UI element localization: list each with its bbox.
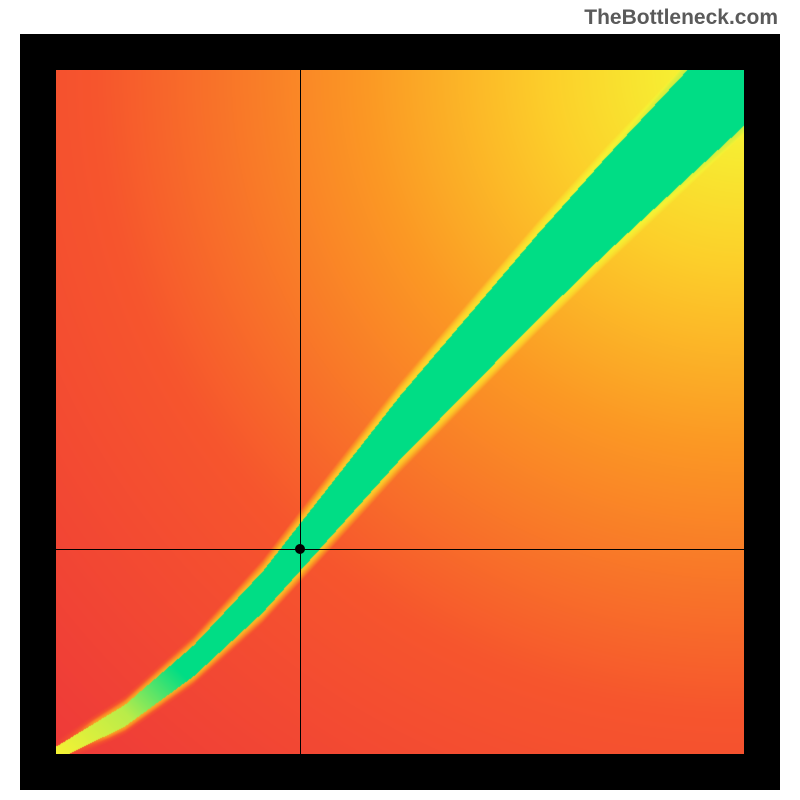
chart-outer-frame <box>20 34 780 790</box>
datapoint-marker <box>295 544 305 554</box>
crosshair-horizontal <box>56 549 744 550</box>
crosshair-vertical <box>300 70 301 754</box>
attribution-text: TheBottleneck.com <box>584 6 778 30</box>
heatmap-plot-area <box>56 70 744 754</box>
heatmap-canvas <box>56 70 744 754</box>
